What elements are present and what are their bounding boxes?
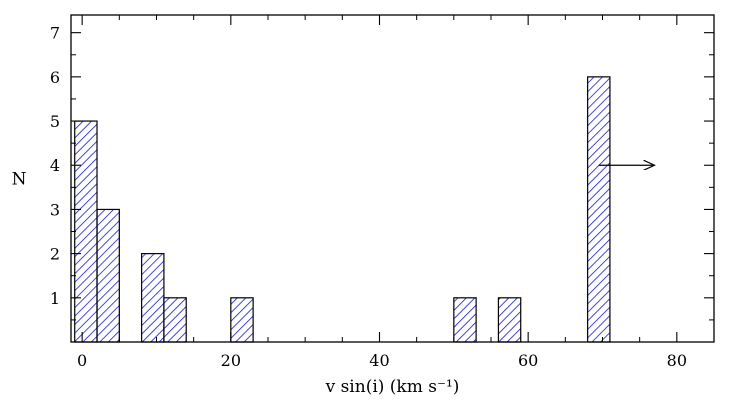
histogram-bar xyxy=(74,120,98,343)
ticks-layer xyxy=(71,15,715,342)
x-tick-label: 60 xyxy=(518,351,538,370)
histogram-bar xyxy=(96,208,120,343)
y-tick-label: 1 xyxy=(50,289,60,308)
x-tick-label: 80 xyxy=(667,351,687,370)
tick-labels-layer: 0 20 40 60 80 1 2 3 4 5 6 7 xyxy=(50,24,687,370)
x-axis-label: v sin(i) (km s⁻¹) xyxy=(325,377,460,397)
histogram-bar xyxy=(230,297,254,343)
x-tick-label: 20 xyxy=(221,351,241,370)
histogram-bar xyxy=(163,297,187,343)
y-axis-label: N xyxy=(12,170,27,190)
histogram-bar xyxy=(453,297,477,343)
plot-frame xyxy=(70,14,715,343)
x-tick-label: 40 xyxy=(369,351,389,370)
y-tick-label: 3 xyxy=(50,200,60,219)
y-tick-label: 4 xyxy=(50,156,60,175)
histogram-bar xyxy=(587,76,611,343)
histogram-bar xyxy=(497,297,522,343)
histogram-bar xyxy=(141,253,165,343)
y-tick-label: 7 xyxy=(50,24,60,43)
y-tick-label: 2 xyxy=(50,245,60,264)
y-tick-label: 6 xyxy=(50,68,60,87)
bars-layer xyxy=(74,76,611,343)
x-tick-label: 0 xyxy=(77,351,87,370)
y-tick-label: 5 xyxy=(50,112,60,131)
